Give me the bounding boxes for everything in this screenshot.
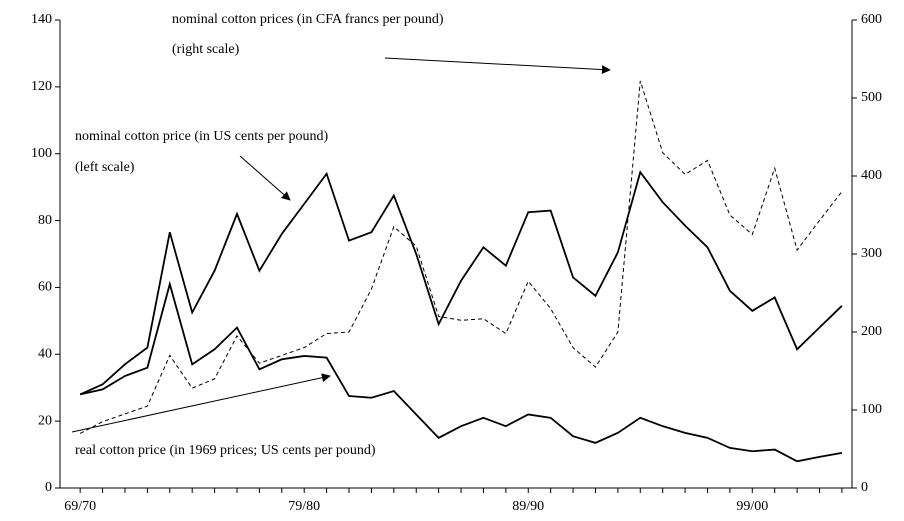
y2-tick-label: 400: [861, 168, 882, 183]
x-tick-label: 69/70: [64, 499, 96, 514]
y-tick-label: 40: [38, 347, 52, 362]
y-tick-label: 120: [31, 79, 52, 94]
x-tick-label: 99/00: [736, 499, 768, 514]
y2-tick-label: 0: [861, 480, 868, 495]
y2-tick-label: 600: [861, 12, 882, 27]
arrow: [71, 373, 331, 433]
series-line: [79, 80, 843, 434]
arrow: [239, 155, 291, 201]
y2-tick-label: 100: [861, 402, 882, 417]
annotation: real cotton price (in 1969 prices; US ce…: [75, 443, 376, 458]
annotation: nominal cotton prices (in CFA francs per…: [172, 12, 444, 27]
y-tick-label: 140: [31, 12, 52, 27]
arrow: [384, 57, 611, 75]
y-tick-label: 100: [31, 146, 52, 161]
series-line: [79, 170, 843, 396]
y-tick-label: 20: [38, 413, 52, 428]
y-tick-label: 0: [45, 480, 52, 495]
y-tick-label: 60: [38, 280, 52, 295]
y2-tick-label: 300: [861, 246, 882, 261]
annotation: (right scale): [172, 42, 240, 57]
y2-tick-label: 500: [861, 90, 882, 105]
x-tick-label: 79/80: [288, 499, 320, 514]
annotation: nominal cotton price (in US cents per po…: [75, 129, 328, 144]
y2-tick-label: 200: [861, 324, 882, 339]
annotation: (left scale): [75, 160, 135, 175]
series-line: [79, 280, 843, 463]
y-tick-label: 80: [38, 213, 52, 228]
x-tick-label: 89/90: [512, 499, 544, 514]
